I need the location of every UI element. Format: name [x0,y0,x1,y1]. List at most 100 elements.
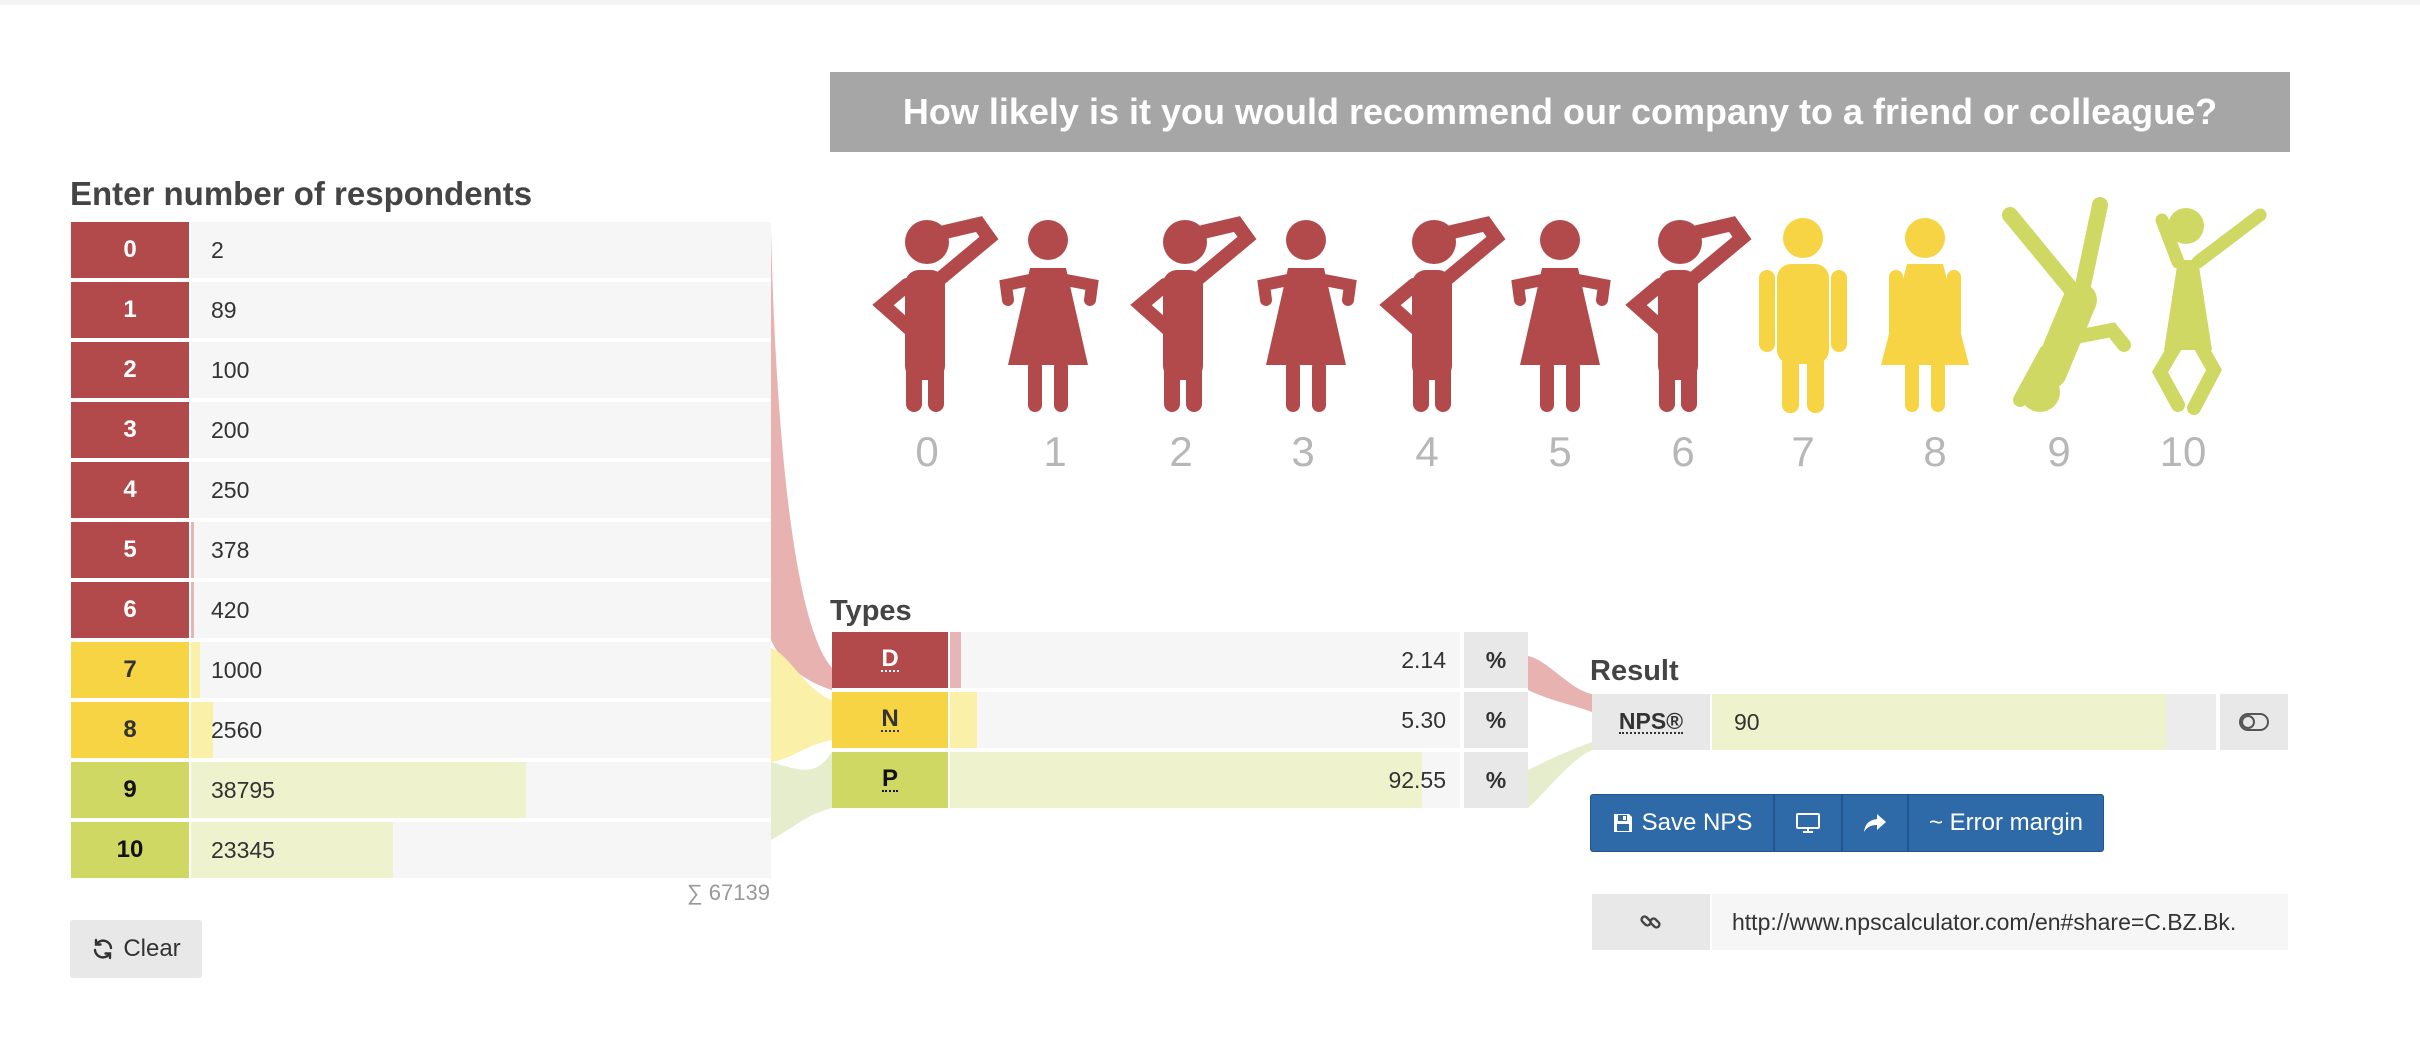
type-bar-fill [950,632,961,688]
figure-10-promoter [2151,208,2267,415]
figure-1-detractor [999,220,1099,412]
respondent-count-input[interactable]: 1000 [191,642,771,698]
respondent-row-5: 5 378 [71,522,771,578]
score-label: 2 [71,342,189,398]
error-margin-button[interactable]: ~ Error margin [1908,794,2104,852]
score-label: 5 [71,522,189,578]
respondent-bar-fill [191,702,214,758]
respondent-count-value: 100 [211,357,250,383]
percent-unit: % [1464,692,1528,748]
clear-button[interactable]: Clear [70,920,202,978]
score-label: 10 [71,822,189,878]
type-percentage-value: 2.14 [1401,647,1446,673]
respondent-count-input[interactable]: 420 [191,582,771,638]
respondent-row-1: 1 89 [71,282,771,338]
score-label: 7 [71,642,189,698]
respondent-count-input[interactable]: 2 [191,222,771,278]
scale-number-6: 6 [1671,428,1695,475]
respondent-row-9: 9 38795 [71,762,771,818]
type-percentage-bar: 5.30 [950,692,1460,748]
respondents-sum: ∑ 67139 [687,880,770,905]
type-percentage-bar: 2.14 [950,632,1460,688]
top-border [0,0,2420,5]
scale-number-3: 3 [1291,428,1315,475]
nps-bar-fill [1712,694,2166,750]
respondent-bar-fill [191,582,195,638]
respondent-count-input[interactable]: 200 [191,402,771,458]
type-label: N [832,692,948,748]
present-button[interactable] [1774,794,1842,852]
scale-number-5: 5 [1548,428,1572,475]
promoter-result-flow [1528,742,1592,808]
respondent-row-8: 8 2560 [71,702,771,758]
detractor-result-flow [1528,656,1592,712]
score-label: 6 [71,582,189,638]
respondent-count-value: 23345 [211,837,275,863]
respondent-count-input[interactable]: 250 [191,462,771,518]
respondent-count-input[interactable]: 2560 [191,702,771,758]
respondent-count-input[interactable]: 23345 [191,822,771,878]
score-label: 9 [71,762,189,818]
monitor-icon [1795,812,1821,834]
respondent-count-value: 89 [211,297,237,323]
share-link-row: http://www.npscalculator.com/en#share=C.… [1592,894,2288,950]
share-url-field[interactable]: http://www.npscalculator.com/en#share=C.… [1712,894,2288,950]
respondent-count-value: 38795 [211,777,275,803]
share-url-text: http://www.npscalculator.com/en#share=C.… [1732,909,2237,935]
figure-4-detractor [1379,216,1506,412]
type-percentage-value: 5.30 [1401,707,1446,733]
respondent-row-2: 2 100 [71,342,771,398]
respondent-row-3: 3 200 [71,402,771,458]
type-label: P [832,752,948,808]
share-arrow-icon [1862,812,1888,834]
refresh-icon [91,937,115,961]
score-label: 1 [71,282,189,338]
type-percentage-value: 92.55 [1388,767,1446,793]
respondent-row-6: 6 420 [71,582,771,638]
figure-5-detractor [1511,220,1611,412]
save-nps-button[interactable]: Save NPS [1590,794,1774,852]
respondent-count-value: 2 [211,237,224,263]
respondent-count-value: 200 [211,417,250,443]
clear-label: Clear [123,935,181,962]
respondent-row-10: 10 23345 [71,822,771,878]
figure-2-detractor [1130,216,1257,412]
respondent-count-value: 2560 [211,717,263,743]
result-heading: Result [1590,655,1679,687]
scale-number-10: 10 [2159,428,2207,475]
respondent-count-value: 378 [211,537,250,563]
respondent-count-input[interactable]: 38795 [191,762,771,818]
nps-scale-figures [872,197,2267,415]
passive-flow [771,648,832,762]
score-label: 4 [71,462,189,518]
respondent-count-input[interactable]: 378 [191,522,771,578]
figure-8-passive [1881,218,1969,412]
scale-number-7: 7 [1791,428,1815,475]
respondent-count-value: 1000 [211,657,263,683]
respondent-count-value: 420 [211,597,250,623]
type-percentage-bar: 92.55 [950,752,1460,808]
respondent-count-input[interactable]: 100 [191,342,771,398]
type-row-N: N 5.30% [832,692,1528,748]
link-icon [1592,894,1710,950]
question-banner: How likely is it you would recommend our… [830,72,2290,152]
figure-0-detractor [872,216,999,412]
figure-3-detractor [1257,220,1357,412]
toggle-icon[interactable] [2220,694,2288,750]
type-label: D [832,632,948,688]
scale-number-0: 0 [915,428,939,475]
score-label: 8 [71,702,189,758]
respondent-count-value: 250 [211,477,250,503]
promoter-flow [771,752,832,840]
score-label: 0 [71,222,189,278]
scale-number-1: 1 [1043,428,1067,475]
scale-number-9: 9 [2047,428,2071,475]
share-button[interactable] [1842,794,1908,852]
types-heading: Types [830,595,912,627]
percent-unit: % [1464,752,1528,808]
nps-bar: 90 [1712,694,2216,750]
figure-6-detractor [1625,216,1752,412]
nps-label: NPS® [1592,694,1710,750]
respondent-count-input[interactable]: 89 [191,282,771,338]
